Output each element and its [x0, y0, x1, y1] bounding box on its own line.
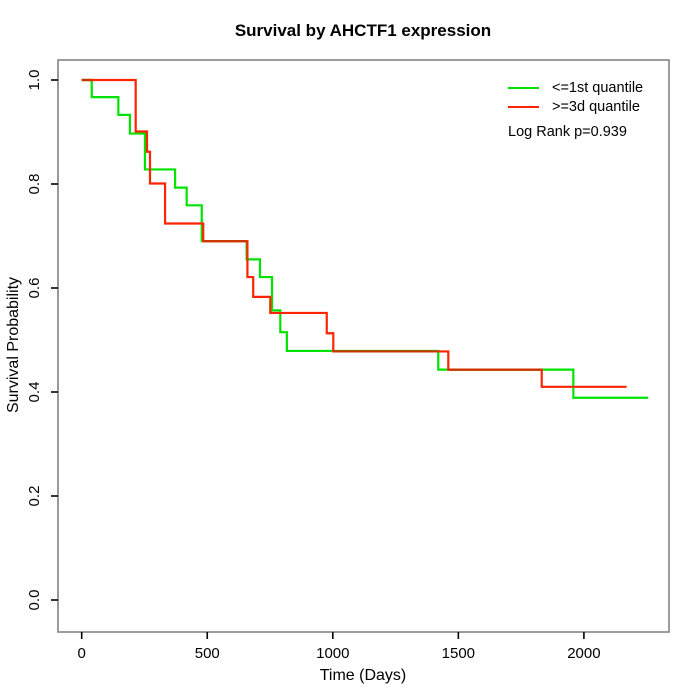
y-tick-label: 0.8 — [26, 174, 43, 195]
chart-title: Survival by AHCTF1 expression — [234, 21, 492, 40]
x-tick-label: 1000 — [316, 645, 349, 662]
y-tick-label: 0.6 — [26, 278, 43, 299]
legend-line-red — [508, 105, 539, 108]
legend-item-third-quantile: >=3d quantile — [508, 97, 643, 116]
y-tick-label: 0.4 — [26, 382, 43, 403]
legend-line-green — [508, 86, 539, 89]
logrank-pvalue: Log Rank p=0.939 — [508, 124, 627, 140]
y-tick-label: 0.2 — [26, 486, 43, 507]
x-tick-label: 0 — [78, 645, 86, 662]
plot-box — [57, 59, 670, 633]
legend: <=1st quantile >=3d quantile — [508, 78, 643, 116]
legend-item-first-quantile: <=1st quantile — [508, 78, 643, 97]
y-axis-label: Survival Probability — [5, 276, 22, 414]
y-tick-label: 1.0 — [26, 70, 43, 91]
x-tick-label: 1500 — [442, 645, 475, 662]
legend-label-third-quantile: >=3d quantile — [552, 98, 640, 115]
x-tick-label: 2000 — [567, 645, 600, 662]
x-axis-label: Time (Days) — [319, 667, 407, 684]
x-tick-label: 500 — [195, 645, 220, 662]
legend-label-first-quantile: <=1st quantile — [552, 79, 644, 96]
y-tick-label: 0.0 — [26, 590, 43, 611]
